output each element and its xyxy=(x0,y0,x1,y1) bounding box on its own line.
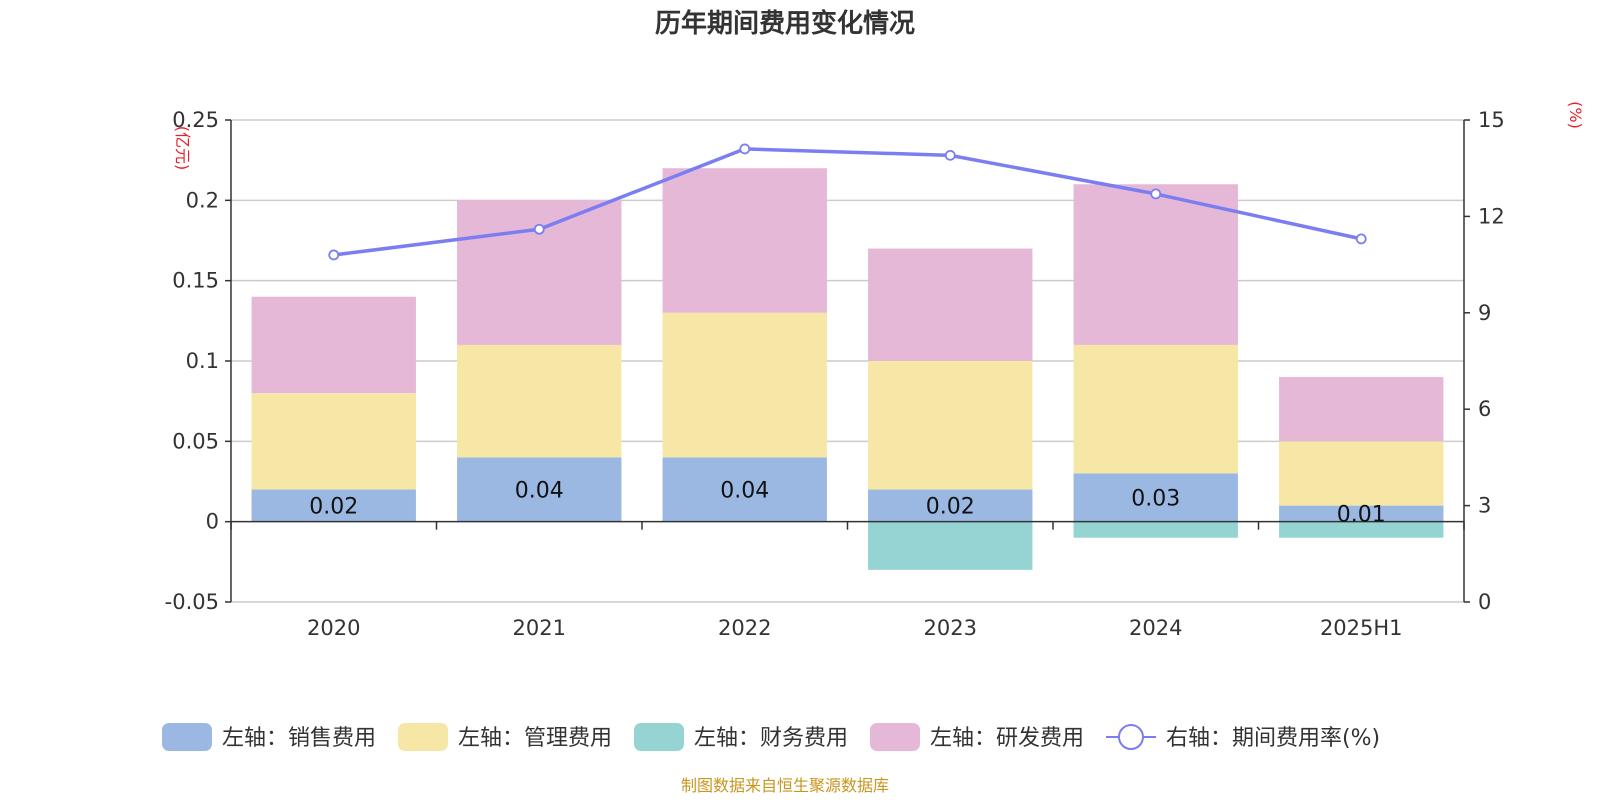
bar-2020-左轴：研发费用 xyxy=(251,296,416,394)
left-axis-tick-label: 0.1 xyxy=(186,349,219,373)
bar-2021-左轴：管理费用 xyxy=(457,344,622,458)
left-axis-tick-label: 0.2 xyxy=(186,188,219,212)
rate-line-layer xyxy=(328,143,1367,261)
legend-label: 左轴：管理费用 xyxy=(458,726,612,751)
bar-2021-左轴：销售费用 xyxy=(457,457,622,522)
bar-2020-左轴：销售费用 xyxy=(251,489,416,522)
bar-2024-左轴：销售费用 xyxy=(1073,473,1238,522)
bar-2025H1-左轴：管理费用 xyxy=(1279,441,1444,506)
rate-point xyxy=(1355,233,1367,245)
right-axis-unit: (%) xyxy=(1566,101,1585,129)
bar-2022-左轴：销售费用 xyxy=(662,457,827,522)
bar-value-label: 0.03 xyxy=(1131,487,1180,512)
bar-2022-左轴：管理费用 xyxy=(662,312,827,458)
left-axis-tick-label: 0 xyxy=(206,510,219,534)
legend-label: 左轴：财务费用 xyxy=(694,726,848,751)
x-axis-tick-label: 2022 xyxy=(718,616,771,640)
bar-2025H1-左轴：财务费用 xyxy=(1279,521,1444,538)
left-axis-tick-label: 0.15 xyxy=(172,269,219,293)
x-axis-tick-label: 2021 xyxy=(513,616,566,640)
legend-label: 左轴：研发费用 xyxy=(930,726,1084,751)
legend-marker xyxy=(1118,724,1144,750)
data-labels: 0.02 0.04 0.04 0.02 0.03 0.01 xyxy=(309,479,1385,528)
bar-2020-左轴：管理费用 xyxy=(251,393,416,490)
left-axis-unit: (亿元) xyxy=(173,126,192,171)
bar-value-label: 0.02 xyxy=(926,495,975,520)
rate-line xyxy=(333,147,1362,257)
legend-item: 左轴：财务费用 xyxy=(634,723,848,751)
bar-2025H1-左轴：研发费用 xyxy=(1279,377,1444,442)
legend-label: 左轴：销售费用 xyxy=(222,726,376,751)
bar-2024-左轴：管理费用 xyxy=(1073,344,1238,474)
bar-2024-左轴：研发费用 xyxy=(1073,184,1238,345)
bar-2023-左轴：销售费用 xyxy=(868,489,1033,522)
right-axis-tick-label: 3 xyxy=(1478,494,1491,518)
legend-item: 左轴：研发费用 xyxy=(870,723,1084,751)
right-axis-tick-label: 15 xyxy=(1478,108,1505,132)
legend-swatch xyxy=(870,723,920,751)
bar-2024-左轴：财务费用 xyxy=(1073,521,1238,538)
bar-2025H1-左轴：销售费用 xyxy=(1279,505,1444,522)
bar-2022-左轴：研发费用 xyxy=(662,168,827,313)
rate-point xyxy=(739,143,751,155)
legend-item: 左轴：管理费用 xyxy=(398,723,612,751)
x-axis-tick-label: 2025H1 xyxy=(1320,616,1403,640)
legend-swatch xyxy=(634,723,684,751)
legend-label: 右轴：期间费用率(%) xyxy=(1166,726,1380,751)
right-axis-tick-label: 9 xyxy=(1478,301,1491,325)
rate-point xyxy=(1150,188,1162,200)
bar-value-label: 0.01 xyxy=(1337,503,1386,528)
left-axis-tick-label: -0.05 xyxy=(165,590,219,614)
x-axis-tick-label: 2020 xyxy=(307,616,360,640)
x-axis-tick-label: 2024 xyxy=(1129,616,1182,640)
right-axis-tick-label: 0 xyxy=(1478,590,1491,614)
x-axis-tick-label: 2023 xyxy=(924,616,977,640)
chart-title: 历年期间费用变化情况 xyxy=(655,8,915,39)
bar-2023-左轴：研发费用 xyxy=(868,248,1033,361)
grid-lines xyxy=(231,119,1464,603)
bar-value-label: 0.04 xyxy=(515,479,564,504)
legend-swatch xyxy=(398,723,448,751)
rate-point xyxy=(328,249,340,261)
legend-item: 左轴：销售费用 xyxy=(162,723,376,751)
bar-2021-左轴：研发费用 xyxy=(457,200,622,345)
right-axis-tick-label: 12 xyxy=(1478,204,1505,228)
legend: 左轴：销售费用 左轴：管理费用 左轴：财务费用 左轴：研发费用 右轴：期间费用率(%) xyxy=(162,723,1380,751)
bar-2023-左轴：财务费用 xyxy=(868,521,1033,570)
bar-layer xyxy=(251,168,1444,570)
left-axis-tick-label: 0.05 xyxy=(172,429,219,453)
left-axis-tick-label: 0.25 xyxy=(172,108,219,132)
axes: -0.05 0 0.05 0.1 0.15 0.2 0.25 0 3 6 9 12 15 2020 2021… xyxy=(165,108,1505,640)
rate-point xyxy=(944,149,956,161)
legend-item: 右轴：期间费用率(%) xyxy=(1106,724,1380,751)
rate-point xyxy=(533,223,545,235)
right-axis-tick-label: 6 xyxy=(1478,397,1491,421)
bar-2023-左轴：管理费用 xyxy=(868,361,1033,490)
legend-swatch xyxy=(162,723,212,751)
bar-value-label: 0.02 xyxy=(309,495,358,520)
bar-value-label: 0.04 xyxy=(720,479,769,504)
source-note: 制图数据来自恒生聚源数据库 xyxy=(681,776,889,795)
